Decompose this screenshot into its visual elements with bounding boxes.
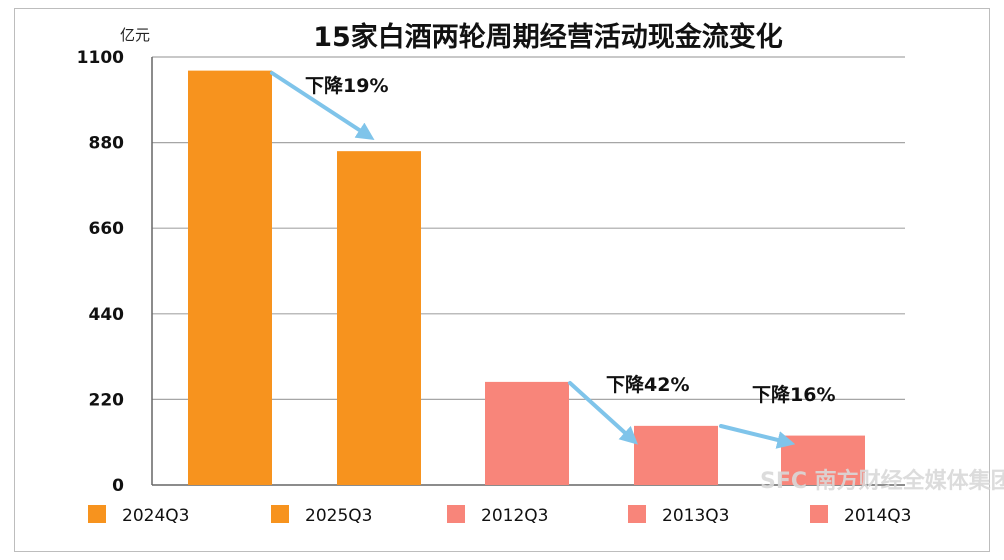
legend-label-2012Q3: 2012Q3 (481, 506, 548, 526)
legend-swatch-2024Q3 (88, 505, 106, 523)
bar-2012Q3 (485, 381, 569, 485)
grid-lines (151, 56, 905, 486)
bars (188, 70, 865, 486)
legend-label-2013Q3: 2013Q3 (662, 506, 729, 526)
annotation-arrow-2 (719, 424, 796, 449)
bar-2025Q3 (337, 151, 421, 485)
bar-2013Q3 (634, 425, 718, 485)
legend-swatch-2013Q3 (628, 505, 646, 523)
legend-label-2024Q3: 2024Q3 (122, 506, 189, 526)
y-tick-220: 220 (89, 390, 125, 410)
annotation-labels: 下降19% 下降42% 下降16% (305, 74, 835, 406)
watermark: SFC 南方财经全媒体集团 (760, 468, 1004, 494)
y-tick-660: 660 (89, 219, 125, 239)
y-tick-0: 0 (112, 476, 124, 496)
watermark-text: SFC 南方财经全媒体集团 (760, 468, 1004, 494)
y-tick-880: 880 (89, 134, 125, 154)
annotation-label-0: 下降19% (305, 74, 388, 97)
y-axis-unit: 亿元 (120, 26, 150, 44)
annotation-label-1: 下降42% (606, 373, 689, 396)
annotation-label-2: 下降16% (752, 383, 835, 406)
legend-swatch-2014Q3 (810, 505, 828, 523)
annotation-arrow-1 (568, 381, 639, 445)
bar-2024Q3 (188, 70, 272, 486)
y-tick-1100: 1100 (77, 48, 124, 68)
y-axis-ticks: 0 220 440 660 880 1100 (77, 48, 124, 496)
legend: 2024Q3 2025Q3 2012Q3 2013Q3 2014Q3 (88, 505, 911, 526)
annotation-arrow-0 (270, 71, 375, 140)
legend-label-2025Q3: 2025Q3 (305, 506, 372, 526)
chart-title: 15家白酒两轮周期经营活动现金流变化 (313, 21, 783, 53)
legend-label-2014Q3: 2014Q3 (844, 506, 911, 526)
y-tick-440: 440 (89, 305, 125, 325)
annotation-arrows (270, 71, 796, 449)
legend-swatch-2025Q3 (271, 505, 289, 523)
legend-swatch-2012Q3 (447, 505, 465, 523)
